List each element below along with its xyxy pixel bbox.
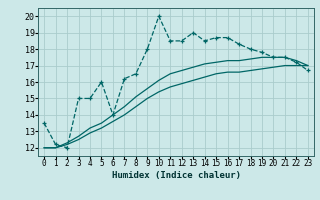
X-axis label: Humidex (Indice chaleur): Humidex (Indice chaleur) xyxy=(111,171,241,180)
